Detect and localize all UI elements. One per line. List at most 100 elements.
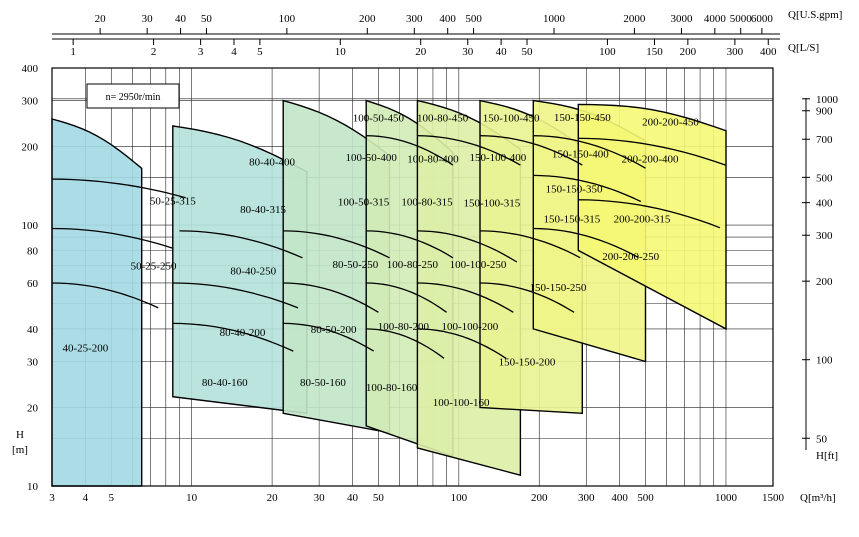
zone-label: 100-80-400: [407, 153, 459, 165]
y-tick-label: 200: [22, 142, 39, 154]
zone-label: 150-150-450: [554, 112, 611, 124]
x-tick-label: 10: [186, 492, 198, 504]
ls-tick-label: 10: [335, 46, 347, 58]
plot-frame: [51, 67, 774, 487]
x-tick-label: 50: [373, 492, 385, 504]
zone-label: 150-100-450: [483, 113, 540, 125]
ft-tick-label: 1000: [816, 94, 839, 106]
ls-tick-label: 200: [680, 46, 697, 58]
zone-labels: 40-25-200 50-25-250 50-25-315 80-40-160 80-4…: [62, 112, 699, 409]
gpm-tick-label: 40: [175, 13, 187, 25]
ft-tick-label: 900: [816, 106, 833, 118]
zone-label: 150-100-400: [469, 152, 526, 164]
zone-label: 100-100-250: [450, 259, 507, 271]
y-axis-unit: [m]: [12, 444, 28, 456]
zone-label: 200-200-315: [614, 213, 671, 225]
impeller-curve: [51, 282, 159, 309]
impeller-curve: [283, 322, 375, 352]
zone-label: 80-50-200: [311, 324, 357, 336]
zone-label: 150-150-350: [546, 184, 603, 196]
ls-tick-label: 1: [70, 46, 76, 58]
impeller-curve: [283, 282, 379, 313]
zone-family-25: [51, 118, 143, 487]
zone-label: 80-40-200: [220, 327, 266, 339]
ft-tick-label: 100: [816, 355, 833, 367]
impeller-curve: [366, 230, 454, 259]
x-tick-label: 30: [314, 492, 326, 504]
impeller-curve: [417, 328, 507, 359]
gpm-tick-label: 500: [465, 13, 482, 25]
ft-tick-label: 500: [816, 172, 833, 184]
x-tick-label: 200: [531, 492, 548, 504]
gpm-tick-label: 300: [406, 13, 423, 25]
zone-label: 100-80-450: [417, 113, 469, 125]
ft-tick-label: 50: [816, 433, 828, 445]
zone-label: 80-40-315: [240, 204, 286, 216]
zone-label: 50-25-315: [150, 196, 196, 208]
zone-label: 100-50-315: [338, 197, 390, 209]
ls-tick-label: 400: [760, 46, 777, 58]
ls-tick-label: 3: [198, 46, 204, 58]
zone-label: 80-40-400: [249, 157, 295, 169]
x-tick-label: 20: [267, 492, 279, 504]
gpm-tick-label: 200: [359, 13, 376, 25]
zone-label: 200-200-250: [602, 251, 659, 263]
y-tick-label: 10: [27, 481, 39, 493]
y-tick-label: 20: [27, 402, 39, 414]
x-tick-label: 400: [611, 492, 628, 504]
y-tick-label: 80: [27, 245, 39, 257]
y-tick-label: 40: [27, 324, 39, 336]
zone-label: 80-50-160: [300, 377, 346, 389]
impeller-curve: [578, 137, 727, 166]
y-tick-label: 300: [22, 96, 39, 108]
x-tick-label: 40: [347, 492, 359, 504]
zone-label: 100-80-250: [387, 259, 439, 271]
x-tick-label: 500: [637, 492, 654, 504]
impeller-curve: [366, 135, 454, 166]
gpm-tick-label: 3000: [670, 13, 693, 25]
zone-label: 150-150-250: [530, 282, 587, 294]
zone-label: 150-150-200: [499, 357, 556, 369]
ft-tick-label: 300: [816, 230, 833, 242]
zone-label: 80-40-160: [202, 377, 248, 389]
pump-zones: [51, 99, 727, 487]
zone-label: 100-50-450: [353, 113, 405, 125]
zone-label: 100-50-400: [346, 152, 398, 164]
impeller-curve: [366, 282, 447, 313]
x-tick-label: 4: [83, 492, 89, 504]
impeller-curve: [479, 282, 575, 313]
impeller-curve: [179, 230, 303, 259]
impeller-curve: [283, 230, 390, 259]
ls-tick-label: 5: [257, 46, 263, 58]
ls-tick-label: 50: [522, 46, 534, 58]
gpm-tick-label: 5000: [730, 13, 753, 25]
ls-tick-label: 100: [599, 46, 616, 58]
ls-tick-label: 30: [462, 46, 474, 58]
impeller-curve: [51, 227, 173, 249]
ls-tick-label: 4: [231, 46, 237, 58]
impeller-curve: [578, 199, 721, 229]
gpm-tick-label: 20: [95, 13, 107, 25]
ls-tick-label: 20: [415, 46, 427, 58]
zone-label: 100-80-200: [378, 321, 430, 333]
zone-label: 50-25-250: [131, 261, 177, 273]
gpm-axis-title: Q[U.S.gpm]: [788, 9, 842, 21]
y-tick-label: 30: [27, 357, 39, 369]
gpm-tick-label: 6000: [751, 13, 774, 25]
y-axis-title: H: [16, 429, 24, 441]
y-tick-label: 100: [22, 220, 39, 232]
gpm-tick-label: 2000: [623, 13, 646, 25]
zone-label: 100-100-200: [441, 321, 498, 333]
impeller-curve: [417, 282, 514, 313]
x-tick-label: 1000: [715, 492, 738, 504]
gpm-tick-label: 400: [439, 13, 456, 25]
y-tick-label: 400: [22, 63, 39, 75]
zone-label: 100-100-160: [433, 397, 490, 409]
gpm-tick-label: 100: [279, 13, 296, 25]
speed-label: n= 2950r/min: [106, 92, 161, 103]
ft-axis-title: H[ft]: [816, 450, 838, 462]
axis-ticks: 3 4 5 10 20 30 40 50 100 200 300 400 500 1000 15001020…: [22, 13, 839, 504]
impeller-curve: [172, 322, 294, 352]
gpm-tick-label: 50: [201, 13, 213, 25]
